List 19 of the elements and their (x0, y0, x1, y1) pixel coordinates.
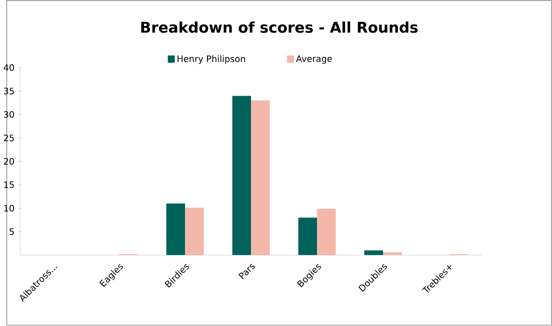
y-tick-label: 5 (10, 228, 14, 236)
bar (232, 96, 252, 256)
bar (298, 218, 318, 256)
y-tick-label: 20 (4, 158, 14, 165)
bar (383, 252, 402, 256)
legend-label: Average (296, 56, 332, 64)
bar (166, 204, 186, 256)
y-tick-label: 40 (4, 64, 14, 72)
y-tick-label: 10 (4, 205, 14, 212)
chart-title: Breakdown of scores - All Rounds (141, 22, 418, 34)
y-tick-label: 15 (4, 182, 14, 188)
bar (185, 208, 204, 256)
y-tick-label: 25 (4, 134, 14, 142)
legend-label: Henry Philipson (178, 55, 245, 64)
y-tick-label: 35 (4, 88, 14, 95)
y-tick-label: 30 (4, 111, 14, 118)
bar (317, 208, 336, 256)
bar (364, 250, 384, 256)
bar (251, 100, 270, 256)
